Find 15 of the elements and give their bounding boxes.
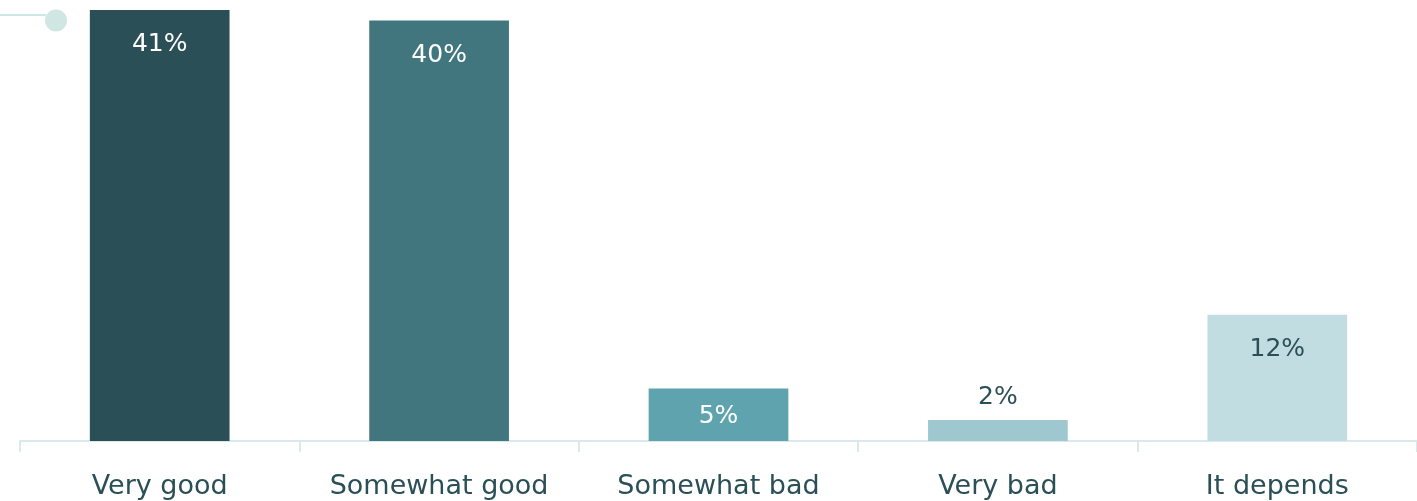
x-tick-label: Very good [91,469,228,500]
bar [1207,314,1348,441]
data-label: 40% [411,38,467,68]
data-label: 41% [131,28,188,57]
x-tick-label: Somewhat bad [617,469,820,500]
data-label: 12% [1249,332,1306,362]
data-label: 2% [978,380,1018,410]
x-tick-label: Somewhat good [329,469,549,500]
bar [928,419,1068,441]
bar [369,20,509,441]
data-label: 5% [698,400,739,430]
bar [648,388,789,441]
bar [89,10,230,441]
x-tick-label: Very bad [938,469,1058,500]
x-tick-label: It depends [1205,469,1349,500]
